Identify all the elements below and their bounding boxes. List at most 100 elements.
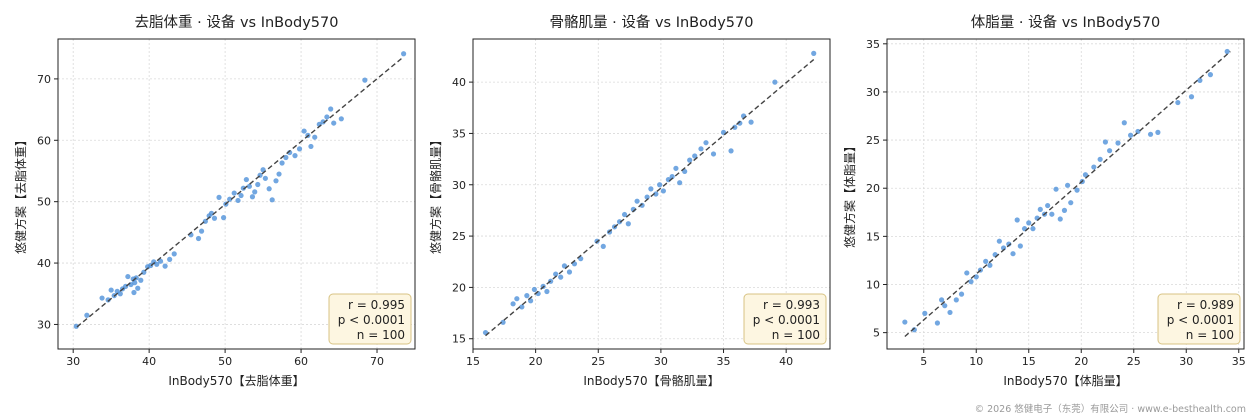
data-point — [692, 153, 698, 159]
data-point — [308, 143, 314, 150]
y-tick-label: 35 — [866, 38, 880, 51]
data-point — [1014, 217, 1020, 223]
data-point — [902, 319, 908, 325]
data-point — [162, 263, 168, 269]
data-point — [634, 198, 640, 204]
data-point — [362, 77, 368, 83]
data-point — [266, 186, 272, 192]
chart-title: 骨骼肌量 · 设备 vs InBody570 — [550, 14, 754, 31]
data-point — [132, 280, 138, 286]
data-point — [748, 119, 754, 125]
stats-box — [328, 293, 412, 345]
data-point — [669, 173, 675, 180]
stats-n: n = 100 — [357, 328, 405, 342]
data-point — [639, 202, 645, 208]
data-point — [131, 289, 137, 296]
data-point — [1057, 216, 1063, 222]
data-point — [301, 128, 307, 134]
stats-p: p < 0.0001 — [1167, 313, 1234, 327]
data-point — [324, 114, 330, 120]
plot-frame — [472, 38, 831, 350]
x-tick-label: 30 — [1179, 355, 1193, 368]
x-tick-label: 40 — [142, 355, 156, 368]
data-point — [220, 215, 227, 221]
data-point — [73, 323, 79, 329]
chart-title: 去脂体重 · 设备 vs InBody570 — [135, 14, 339, 31]
x-tick-label: 15 — [1022, 355, 1036, 368]
data-point — [231, 190, 237, 196]
data-point — [1030, 226, 1036, 232]
data-point — [269, 197, 275, 203]
y-tick-label: 30 — [452, 179, 466, 192]
data-point — [934, 320, 941, 326]
data-point — [566, 269, 573, 275]
data-point — [983, 258, 989, 264]
data-point — [922, 310, 928, 316]
stats-n: n = 100 — [1186, 328, 1234, 342]
x-tick-label: 10 — [969, 355, 983, 368]
data-point — [279, 160, 285, 166]
data-point — [737, 120, 743, 126]
y-tick-label: 25 — [866, 134, 880, 147]
data-point — [510, 301, 516, 307]
y-tick-label: 70 — [37, 73, 51, 86]
data-point — [698, 146, 704, 152]
stats-box — [743, 293, 827, 345]
data-point — [621, 211, 628, 218]
data-point — [524, 293, 530, 299]
data-point — [108, 287, 114, 293]
footer-copyright: © 2026 悠健电子（东莞）有限公司 · www.e-besthealth.c… — [974, 404, 1246, 415]
data-point — [1121, 120, 1127, 126]
data-point — [1074, 187, 1080, 193]
data-point — [273, 178, 279, 184]
data-point — [338, 116, 344, 122]
data-point — [117, 291, 123, 297]
chart-panel-2: 15 20 25 30 35 40 15 20 25 30 35 40 骨骼肌量 · 设备 vs InB… — [428, 14, 831, 388]
data-point — [958, 291, 965, 297]
data-point — [660, 188, 667, 194]
data-point — [514, 296, 520, 302]
data-point — [1065, 182, 1071, 188]
data-point — [1091, 164, 1097, 170]
x-tick-label: 30 — [66, 355, 80, 368]
data-point — [1175, 99, 1181, 106]
data-point — [238, 192, 244, 199]
data-point — [772, 79, 778, 85]
x-tick-label: 35 — [717, 355, 731, 368]
data-point — [500, 319, 506, 325]
data-point — [262, 175, 268, 181]
data-point — [558, 274, 564, 280]
data-point — [942, 303, 948, 309]
data-point — [125, 273, 131, 280]
identity-line — [76, 56, 405, 328]
data-point — [703, 140, 709, 146]
data-point — [99, 295, 105, 301]
y-tick-label: 40 — [37, 257, 51, 270]
x-tick-label: 50 — [218, 355, 232, 368]
y-tick-label: 15 — [452, 333, 466, 346]
data-point — [84, 312, 90, 318]
y-axis-label: 悠健方案【去脂体重】 — [13, 134, 28, 254]
data-point — [401, 51, 407, 57]
x-tick-label: 25 — [1127, 355, 1141, 368]
data-point — [167, 256, 173, 262]
stats-r: r = 0.993 — [763, 298, 820, 312]
data-point — [653, 191, 659, 197]
data-point — [1049, 211, 1055, 217]
plot-frame — [57, 38, 416, 350]
y-tick-label: 25 — [452, 230, 466, 243]
data-point — [1102, 139, 1108, 145]
data-point — [544, 288, 550, 295]
data-point — [939, 297, 945, 303]
data-point — [1147, 131, 1154, 137]
x-tick-label: 5 — [920, 355, 927, 368]
x-tick-label: 40 — [779, 355, 793, 368]
chart-title: 体脂量 · 设备 vs InBody570 — [971, 14, 1160, 31]
data-point — [728, 148, 734, 154]
data-point — [296, 146, 303, 152]
identity-line — [904, 50, 1231, 338]
x-tick-label: 30 — [654, 355, 668, 368]
y-tick-label: 20 — [866, 182, 880, 195]
data-point — [292, 153, 298, 159]
data-point — [171, 251, 177, 257]
